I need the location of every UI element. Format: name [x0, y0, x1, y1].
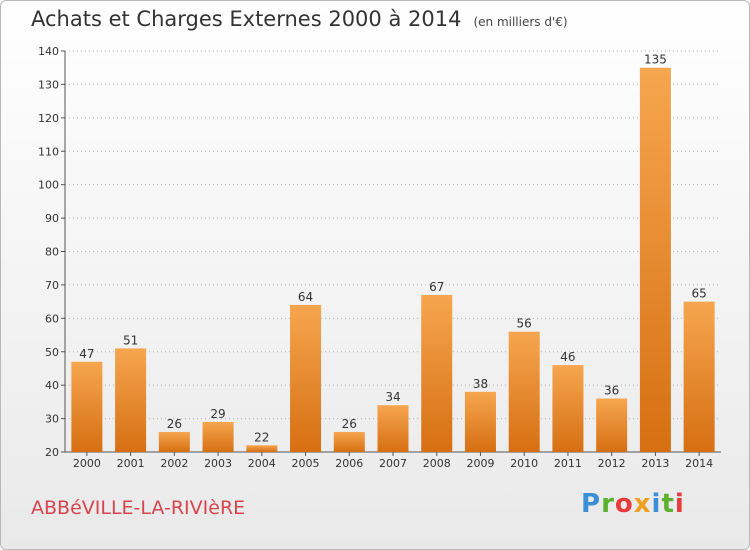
- data-label: 36: [604, 384, 619, 398]
- x-tick-label: 2003: [204, 457, 232, 470]
- y-tick-label: 140: [38, 45, 59, 58]
- data-label: 56: [517, 317, 532, 331]
- x-tick-label: 2000: [73, 457, 101, 470]
- logo-letter: i: [651, 489, 662, 519]
- data-label: 64: [298, 290, 313, 304]
- data-label: 34: [385, 390, 400, 404]
- x-tick-label: 2013: [641, 457, 669, 470]
- logo-letter: i: [674, 489, 685, 519]
- y-tick-label: 100: [38, 179, 59, 192]
- logo-letter: r: [601, 489, 615, 519]
- data-label: 135: [644, 53, 667, 67]
- bar: [639, 67, 671, 452]
- y-tick-label: 20: [45, 446, 59, 459]
- bar: [552, 365, 584, 452]
- data-label: 22: [254, 430, 269, 444]
- logo-letter: P: [581, 489, 602, 519]
- y-tick-label: 50: [45, 346, 59, 359]
- data-label: 65: [691, 287, 706, 301]
- bar: [71, 361, 103, 452]
- y-tick-label: 80: [45, 246, 59, 259]
- data-label: 38: [473, 377, 488, 391]
- data-label: 26: [342, 417, 357, 431]
- bar: [508, 331, 540, 452]
- x-tick-label: 2012: [598, 457, 626, 470]
- y-tick-label: 30: [45, 413, 59, 426]
- y-tick-label: 120: [38, 112, 59, 125]
- x-tick-label: 2001: [117, 457, 145, 470]
- data-label: 67: [429, 280, 444, 294]
- x-tick-label: 2002: [160, 457, 188, 470]
- logo-letter: o: [614, 489, 634, 519]
- y-tick-label: 40: [45, 379, 59, 392]
- y-tick-label: 70: [45, 279, 59, 292]
- x-tick-label: 2011: [554, 457, 582, 470]
- x-tick-label: 2014: [685, 457, 713, 470]
- data-label: 29: [210, 407, 225, 421]
- bar: [464, 391, 496, 452]
- x-tick-label: 2008: [423, 457, 451, 470]
- y-tick-label: 110: [38, 145, 59, 158]
- chart-unit: (en milliers d'€): [473, 15, 568, 29]
- data-label: 46: [560, 350, 575, 364]
- bar: [290, 304, 322, 452]
- logo-letter: x: [633, 489, 652, 519]
- bar: [596, 398, 628, 452]
- bar: [202, 421, 234, 452]
- x-tick-label: 2010: [510, 457, 538, 470]
- x-tick-label: 2009: [466, 457, 494, 470]
- logo-letter: t: [661, 489, 675, 519]
- commune-name: ABBéVILLE-LA-RIVIèRE: [31, 497, 246, 519]
- bar: [158, 431, 190, 452]
- bar: [421, 294, 453, 452]
- proxiti-logo: Proxiti: [581, 489, 685, 519]
- chart-title-text: Achats et Charges Externes 2000 à 2014: [31, 7, 462, 31]
- data-label: 47: [79, 347, 94, 361]
- x-tick-label: 2004: [248, 457, 276, 470]
- bar: [683, 301, 715, 452]
- x-tick-label: 2007: [379, 457, 407, 470]
- y-tick-label: 90: [45, 212, 59, 225]
- chart-title: Achats et Charges Externes 2000 à 2014 (e…: [31, 7, 568, 31]
- y-tick-label: 60: [45, 312, 59, 325]
- bar: [377, 405, 409, 452]
- x-tick-label: 2005: [292, 457, 320, 470]
- bar: [246, 445, 278, 452]
- bar: [333, 431, 365, 452]
- data-label: 26: [167, 417, 182, 431]
- data-label: 51: [123, 333, 138, 347]
- y-tick-label: 130: [38, 78, 59, 91]
- x-tick-label: 2006: [335, 457, 363, 470]
- bar: [115, 348, 147, 452]
